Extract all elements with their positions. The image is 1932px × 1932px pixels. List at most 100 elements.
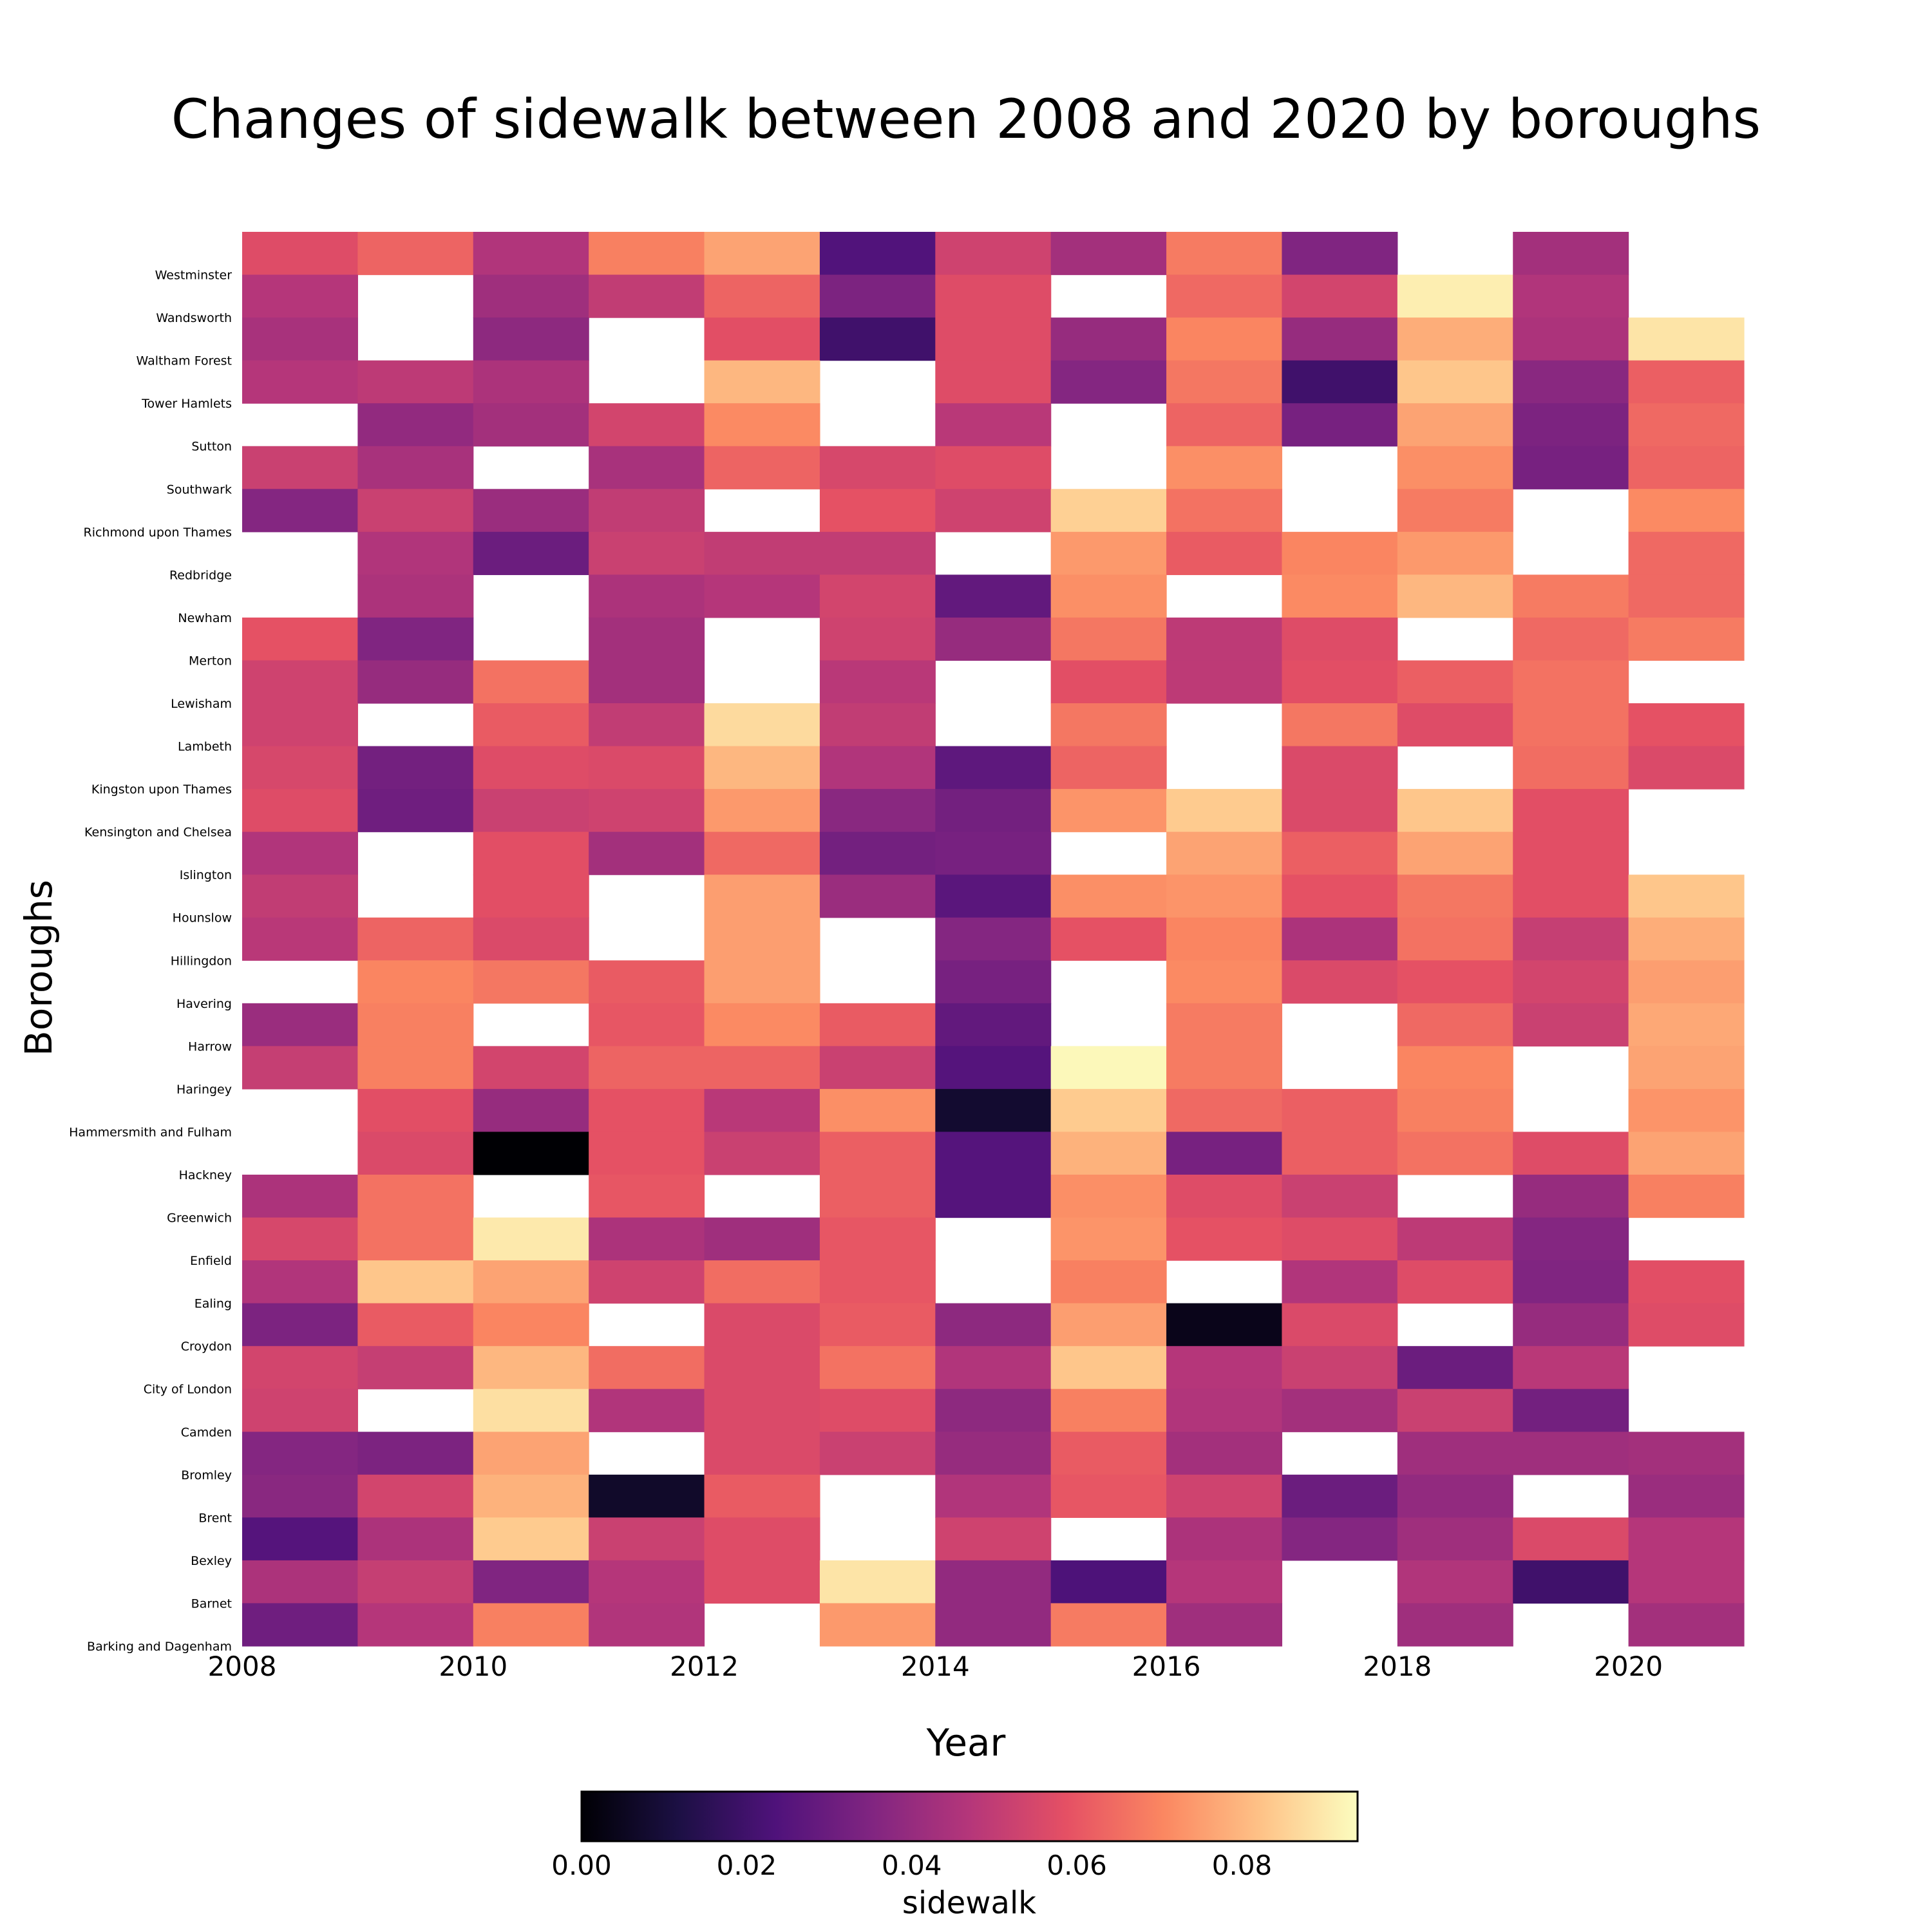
heatmap-cell <box>1513 831 1629 875</box>
heatmap-cell <box>704 789 820 833</box>
heatmap-cell <box>1282 1175 1398 1218</box>
heatmap-cell <box>1282 1260 1398 1304</box>
heatmap-cell <box>1628 489 1745 533</box>
heatmap-cell <box>819 1346 936 1390</box>
heatmap-cell <box>1513 1517 1629 1561</box>
heatmap-cell <box>819 660 936 704</box>
heatmap-cell <box>1166 1517 1283 1561</box>
y-tick-label: Barnet <box>191 1596 232 1611</box>
heatmap-cell <box>1050 489 1167 533</box>
heatmap-cell <box>1397 789 1513 833</box>
heatmap-cell <box>473 274 589 318</box>
heatmap-cell <box>589 574 705 618</box>
heatmap-cell <box>1166 1346 1283 1390</box>
heatmap-cell <box>1513 403 1629 447</box>
x-tick-labels: 2008 2010 2012 2014 2016 2018 2020 <box>208 1651 1663 1682</box>
heatmap-cell <box>473 789 589 833</box>
x-tick-label: 2008 <box>208 1651 277 1682</box>
heatmap-cell <box>1166 789 1283 833</box>
heatmap-cell <box>1513 1303 1629 1347</box>
heatmap-cell <box>819 531 936 575</box>
heatmap-cell <box>704 1517 820 1561</box>
x-axis-label: Year <box>926 1721 1006 1765</box>
heatmap-cell <box>1397 274 1513 318</box>
heatmap-cell <box>1282 617 1398 661</box>
heatmap-cell <box>357 617 474 661</box>
heatmap-cell <box>1628 1046 1745 1090</box>
heatmap-cell <box>1166 1046 1283 1090</box>
heatmap-cell <box>473 917 589 961</box>
heatmap-cell <box>1628 1088 1745 1133</box>
heatmap-cell <box>1166 831 1283 875</box>
heatmap-cell <box>473 1346 589 1390</box>
heatmap-cell <box>1513 1132 1629 1175</box>
heatmap-cell <box>357 1603 474 1647</box>
heatmap-cell <box>1050 917 1167 961</box>
heatmap-cell <box>1282 703 1398 747</box>
y-tick-label: City of London <box>144 1383 232 1397</box>
heatmap-cell <box>1397 446 1513 489</box>
y-tick-label: Enfield <box>190 1254 232 1268</box>
heatmap-cell <box>1397 574 1513 618</box>
heatmap-cell <box>1628 1474 1745 1518</box>
heatmap-cell <box>357 1132 474 1175</box>
heatmap-cell <box>1282 274 1398 318</box>
heatmap-cell <box>1397 875 1513 918</box>
heatmap-cell <box>935 617 1052 661</box>
heatmap-cell <box>935 489 1052 533</box>
heatmap-cell <box>935 1388 1052 1432</box>
heatmap-cell <box>242 617 358 661</box>
heatmap-cell <box>589 1260 705 1304</box>
y-tick-label: Ealing <box>194 1297 232 1311</box>
heatmap-cell <box>1397 1346 1513 1390</box>
heatmap-cell <box>1282 317 1398 361</box>
heatmap-cell <box>1166 1003 1283 1046</box>
y-tick-label: Lewisham <box>171 697 232 711</box>
heatmap-cell <box>1282 746 1398 790</box>
heatmap-cell <box>819 875 936 918</box>
heatmap-cell <box>819 1175 936 1218</box>
heatmap-cell <box>1050 1432 1167 1475</box>
heatmap-cell <box>1282 360 1398 404</box>
heatmap-cell <box>357 1175 474 1218</box>
x-tick-label: 2018 <box>1363 1651 1432 1682</box>
heatmap-cell <box>1050 1217 1167 1261</box>
heatmap-cell <box>589 1217 705 1261</box>
heatmap-cell <box>357 403 474 447</box>
heatmap-cell <box>242 917 358 961</box>
heatmap-cell <box>1513 274 1629 318</box>
heatmap-cell <box>819 574 936 618</box>
heatmap-cell <box>1628 1432 1745 1475</box>
heatmap-cell <box>1166 531 1283 575</box>
heatmap-cell <box>704 1088 820 1133</box>
heatmap-cell <box>1513 1217 1629 1261</box>
heatmap-cell <box>1513 1346 1629 1390</box>
heatmap-cell <box>704 531 820 575</box>
heatmap-cell <box>357 1003 474 1046</box>
heatmap-cell <box>935 232 1052 276</box>
heatmap-cell <box>704 1388 820 1432</box>
x-tick-label: 2014 <box>901 1651 970 1682</box>
heatmap-cell <box>1282 1388 1398 1432</box>
heatmap-cell <box>1397 403 1513 447</box>
heatmap-cell <box>242 703 358 747</box>
y-tick-label: Hackney <box>179 1168 232 1182</box>
heatmap-cell <box>1166 360 1283 404</box>
heatmap-cell <box>1397 317 1513 361</box>
heatmap-cell <box>1050 1346 1167 1390</box>
heatmap-cell <box>242 317 358 361</box>
heatmap-cell <box>589 831 705 875</box>
heatmap-cell <box>242 1560 358 1604</box>
heatmap-cell <box>1397 1260 1513 1304</box>
heatmap-cell <box>1050 317 1167 361</box>
heatmap-cell <box>704 875 820 918</box>
heatmap-cell <box>819 1432 936 1475</box>
heatmap-cell <box>242 1432 358 1475</box>
heatmap-cell <box>935 446 1052 489</box>
heatmap-cell <box>473 489 589 533</box>
heatmap-cell <box>589 1003 705 1046</box>
heatmap-cell <box>1166 1088 1283 1133</box>
heatmap-cell <box>935 317 1052 361</box>
heatmap-cell <box>589 232 705 276</box>
heatmap-cell <box>242 831 358 875</box>
